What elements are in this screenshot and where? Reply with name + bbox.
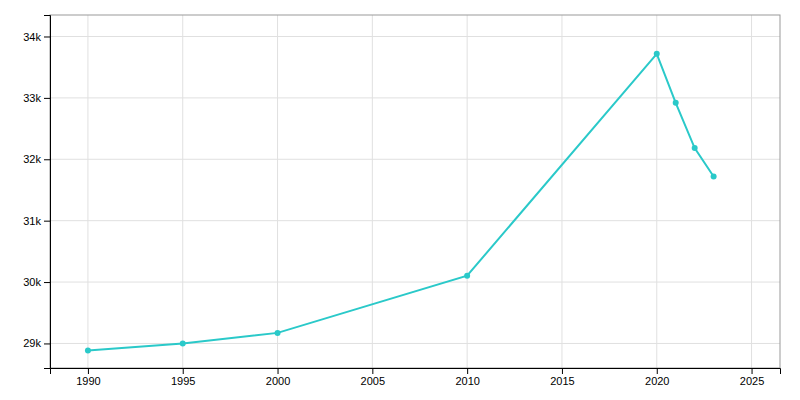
x-grid-line [372, 15, 373, 368]
point [692, 145, 698, 151]
y-tick-mark [44, 343, 50, 344]
x-tick-label: 2000 [266, 375, 290, 387]
y-grid-line [50, 220, 780, 221]
y-tick-label: 31k [23, 215, 41, 227]
point [180, 340, 186, 346]
x-tick-label: 2020 [645, 375, 669, 387]
y-tick-mark [44, 221, 50, 222]
y-tick: 29k [23, 337, 50, 349]
x-tick-mark [657, 368, 658, 374]
x-tick: 2015 [550, 368, 574, 387]
y-tick-label: 32k [23, 153, 41, 165]
x-tick-mark [278, 368, 279, 374]
x-tick: 1990 [76, 368, 100, 387]
y-grid-line [50, 282, 780, 283]
y-tick: 30k [23, 276, 50, 288]
line [88, 54, 714, 351]
y-tick: 32k [23, 153, 50, 165]
y-tick-mark [44, 36, 50, 37]
x-tick-label: 2005 [361, 375, 385, 387]
y-tick-mark [44, 159, 50, 160]
chart: 1990 1995 2000 2005 2010 2015 2020 2025 29k 30k 31… [0, 0, 800, 400]
x-grid-line [182, 15, 183, 368]
y-tick-label: 33k [23, 92, 41, 104]
x-grid-line [277, 15, 278, 368]
y-tick: 33k [23, 92, 50, 104]
point [85, 347, 91, 353]
y-axis-line [44, 16, 51, 369]
point [464, 273, 470, 279]
y-grid-line [50, 97, 780, 98]
y-tick-label: 30k [23, 276, 41, 288]
x-tick-label: 1995 [171, 375, 195, 387]
y-tick-label: 34k [23, 31, 41, 43]
y-grid-line [50, 343, 780, 344]
x-tick-mark [562, 368, 563, 374]
x-tick: 1995 [171, 368, 195, 387]
y-grid-line [50, 36, 780, 37]
x-grid-line [656, 15, 657, 368]
x-tick-mark [183, 368, 184, 374]
plot: 1990 1995 2000 2005 2010 2015 2020 2025 29k 30k 31… [23, 15, 780, 387]
point [711, 173, 717, 179]
x-axis-line [51, 369, 781, 375]
y-tick-mark [44, 98, 50, 99]
x-grid-line [561, 15, 562, 368]
x-tick: 2020 [645, 368, 669, 387]
x-tick: 2000 [266, 368, 290, 387]
grid [50, 15, 780, 368]
y-axis: 29k 30k 31k 32k 33k 34k [23, 16, 50, 369]
x-tick-mark [467, 368, 468, 374]
x-axis: 1990 1995 2000 2005 2010 2015 2020 2025 [51, 368, 781, 387]
point [654, 51, 660, 57]
y-tick: 31k [23, 215, 50, 227]
x-tick-label: 1990 [76, 375, 100, 387]
x-tick-mark [372, 368, 373, 374]
y-tick: 34k [23, 31, 50, 43]
x-tick: 2005 [361, 368, 385, 387]
x-tick-label: 2010 [455, 375, 479, 387]
y-tick-label: 29k [23, 337, 41, 349]
marks [85, 51, 717, 354]
x-tick: 2010 [455, 368, 479, 387]
x-tick-mark [88, 368, 89, 374]
x-tick-mark [752, 368, 753, 374]
y-grid-line [50, 159, 780, 160]
plot-frame [50, 15, 780, 368]
point [673, 100, 679, 106]
x-tick-label: 2025 [740, 375, 764, 387]
x-grid-line [751, 15, 752, 368]
x-grid-line [467, 15, 468, 368]
x-tick: 2025 [740, 368, 764, 387]
y-tick-mark [44, 282, 50, 283]
x-tick-label: 2015 [550, 375, 574, 387]
x-grid-line [87, 15, 88, 368]
point [275, 330, 281, 336]
